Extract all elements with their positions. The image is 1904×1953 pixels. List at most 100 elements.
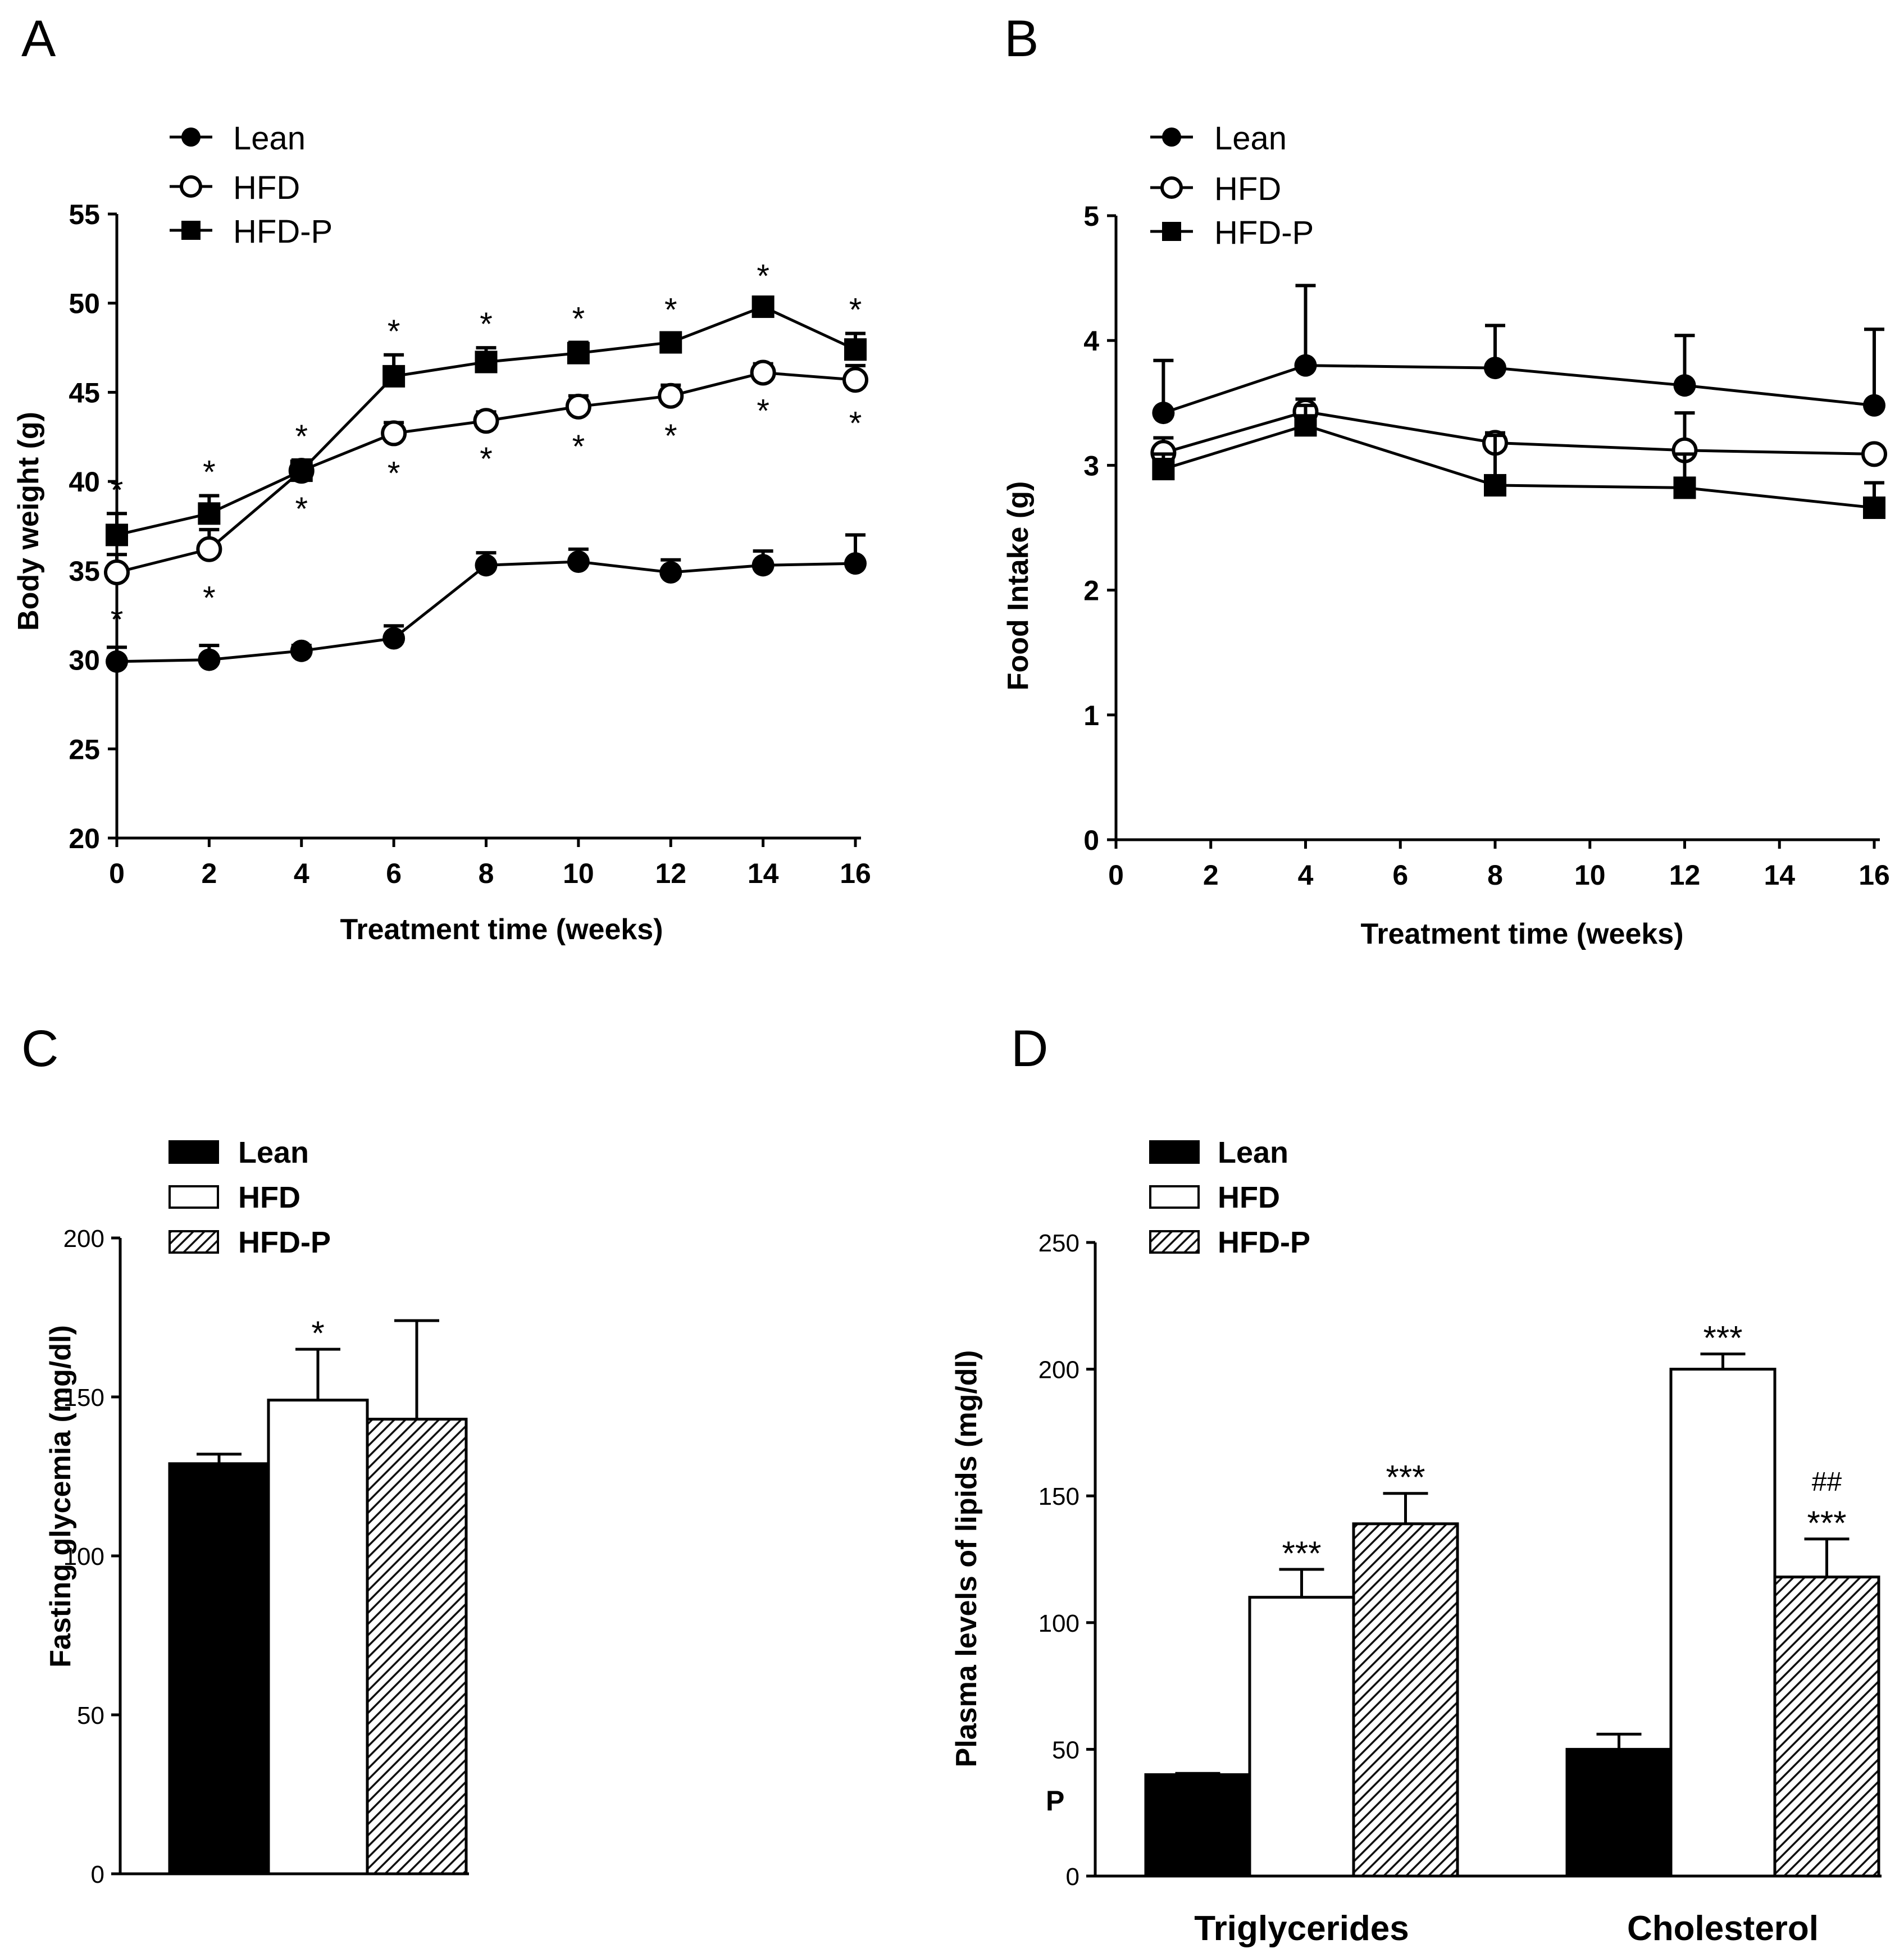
y-tick-label: 50 [1052, 1736, 1079, 1764]
point-hfd [381, 420, 407, 447]
significance-star: *** [1282, 1535, 1321, 1572]
point-hfd-p [475, 350, 498, 374]
point-hfd-p [1863, 496, 1885, 519]
point-lean [290, 639, 313, 662]
panel-c-y-axis-title: Fasting glycemia (mg/dl) [44, 1325, 77, 1668]
x-tick-label: 14 [1764, 859, 1795, 891]
legend-hfd-label: HFD [238, 1181, 300, 1214]
bar-lean [1144, 1773, 1251, 1878]
significance-star: * [111, 602, 124, 638]
x-tick-label: 2 [201, 858, 217, 889]
bar-group-cholesterol [1565, 1353, 1880, 1878]
point-hfd-p [1673, 476, 1696, 499]
x-tick-label: 10 [1574, 859, 1606, 891]
y-tick-label: 30 [69, 645, 100, 676]
significance-star: * [388, 455, 400, 491]
panel-c-fasting-glycemia-chart: Lean HFD HFD-P 0 50 100 150 200 * Fasting gl… [44, 1136, 469, 1888]
significance-annotations: *** *** *** *** ## [1282, 1319, 1846, 1573]
point-hfd-p [1484, 474, 1506, 497]
point-hfd-p [844, 338, 867, 361]
y-tick-label: 2 [1083, 575, 1099, 607]
significance-star: *** [1386, 1459, 1425, 1496]
point-hfd-p [751, 295, 775, 318]
y-tick-label: 25 [69, 734, 100, 765]
legend-lean-label: Lean [233, 120, 306, 157]
legend-hfd-label: HFD [1218, 1181, 1280, 1214]
significance-star: * [849, 406, 862, 442]
point-hfd-p [106, 523, 128, 547]
y-tick-label: 150 [1038, 1483, 1079, 1510]
x-tick-label: 4 [294, 858, 309, 889]
significance-star: * [111, 472, 124, 508]
significance-star: * [572, 301, 585, 338]
point-lean [106, 650, 128, 673]
point-lean [659, 561, 682, 584]
legend-hfd-p-label: HFD-P [1214, 215, 1314, 251]
point-hfd-p [198, 502, 221, 525]
x-tick-label: 6 [1392, 859, 1408, 891]
legend-hfd-marker [1150, 176, 1193, 199]
significance-star: * [757, 258, 769, 294]
x-tick-label: 4 [1298, 859, 1314, 891]
panel-letter-d: D [1011, 1020, 1048, 1077]
bar-lean [168, 1462, 270, 1875]
legend-lean-label: Lean [1218, 1136, 1288, 1169]
bar-group-lean [168, 1319, 468, 1875]
y-tick-label: 0 [1083, 825, 1099, 856]
y-tick-label: 35 [69, 556, 100, 587]
x-tick-label: 12 [1669, 859, 1701, 891]
bar-lean [1565, 1747, 1673, 1878]
x-tick-label: 14 [748, 858, 779, 889]
bar-hfd-p [1773, 1576, 1880, 1878]
y-tick-label: 150 [63, 1384, 104, 1412]
significance-star: * [572, 429, 585, 465]
category-label: Triglycerides [1194, 1909, 1409, 1948]
y-tick-label: 50 [77, 1702, 104, 1729]
series-hfd [1150, 397, 1887, 467]
panel-b-legend: Lean HFD HFD-P [1150, 120, 1314, 251]
point-hfd [1861, 441, 1887, 467]
legend-lean-label: Lean [238, 1136, 309, 1169]
significance-star: * [849, 292, 862, 329]
y-tick-label: 50 [69, 288, 100, 320]
panel-b-x-axis-title: Treatment time (weeks) [1360, 918, 1683, 950]
legend-hfd-p-label: HFD-P [233, 213, 332, 250]
series-lean [1152, 284, 1885, 425]
significance-star: * [311, 1314, 324, 1352]
significance-star: *** [1703, 1319, 1742, 1357]
point-lean [475, 554, 498, 577]
y-tick-label: 5 [1083, 201, 1099, 232]
point-hfd [750, 359, 776, 386]
legend-hfd-p-swatch [168, 1230, 219, 1254]
y-tick-label: 0 [91, 1861, 104, 1888]
series-line-lean [1163, 364, 1875, 415]
panel-a-y-axis-title: Body weight (g) [12, 412, 45, 631]
panel-d-y-axis-title: Plasma levels of lipids (mg/dl) [950, 1350, 983, 1768]
panel-b-y-axis-title: Food Intake (g) [1002, 481, 1035, 691]
point-lean [382, 627, 406, 650]
panel-a-axes: 0 2 4 6 8 10 12 14 16 20 25 30 35 40 45 50 55 [69, 199, 871, 889]
significance-star: * [203, 580, 216, 617]
point-lean [1673, 374, 1696, 397]
legend-hfd-label: HFD [233, 170, 300, 206]
significance-annotations: * * * * * * * * * * * * * * * * * * [111, 258, 862, 638]
series-line-hfd [1163, 410, 1875, 456]
panel-d-plasma-lipids-chart: Lean HFD HFD-P 0 50 100 150 200 250 Triglycer… [950, 1136, 1882, 1948]
point-hfd [473, 408, 499, 434]
panel-letter-c: C [21, 1020, 58, 1077]
point-lean [1484, 357, 1506, 380]
significance-star: * [480, 441, 493, 477]
legend-hfd-swatch [168, 1185, 219, 1209]
y-tick-label: 55 [69, 199, 100, 230]
x-tick-label: 8 [479, 858, 494, 889]
significance-star: * [664, 292, 677, 329]
panel-a-x-axis-title: Treatment time (weeks) [340, 913, 663, 946]
point-hfd-p [567, 342, 590, 365]
series-lean [106, 533, 867, 673]
x-tick-label: 0 [109, 858, 125, 889]
point-hfd-p [1294, 414, 1317, 437]
x-tick-label: 8 [1487, 859, 1503, 891]
legend-lean-label: Lean [1214, 120, 1287, 157]
